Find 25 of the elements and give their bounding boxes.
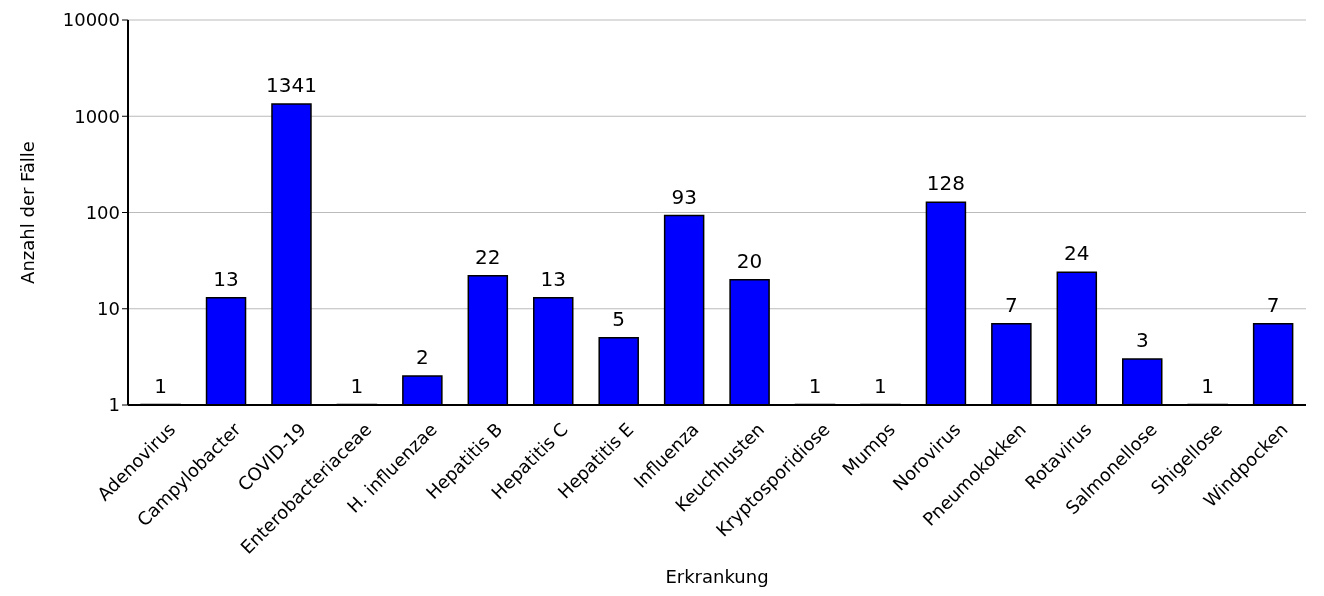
y-axis-title: Anzahl der Fälle [17,141,39,284]
x-axis-title: Erkrankung [665,566,769,587]
data-label: 128 [926,171,966,196]
data-label: 1 [350,373,364,398]
data-label: 13 [540,266,566,291]
data-label: 1 [154,373,167,398]
data-label: 7 [1266,292,1280,317]
data-label: 5 [612,306,626,331]
data-label: 20 [736,248,763,273]
data-label: 1 [1201,373,1215,398]
data-label: 3 [1135,328,1149,353]
data-label: 7 [1005,292,1018,317]
data-label: 1 [808,373,822,398]
y-tick-label: 1 [108,394,120,416]
y-tick-label: 1000 [74,105,120,127]
data-label: 2 [416,345,429,370]
data-label: 22 [475,244,501,269]
data-label: 93 [671,184,697,209]
data-label: 1 [874,373,887,398]
y-tick-label: 10 [97,298,120,320]
data-label: 24 [1064,241,1090,266]
data-label: 1341 [266,72,317,97]
data-label: 13 [213,266,239,291]
y-tick-label: 100 [85,201,120,223]
y-tick-label: 10000 [62,9,120,31]
